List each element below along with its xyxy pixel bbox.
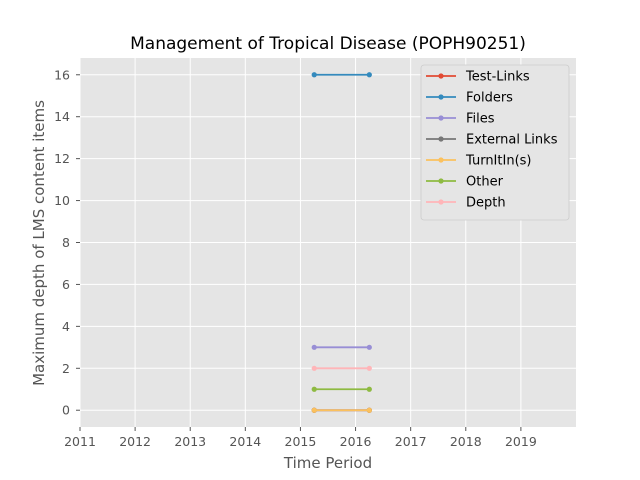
y-tick-label: 16 bbox=[54, 67, 70, 82]
y-tick-label: 10 bbox=[54, 193, 70, 208]
y-tick-label: 4 bbox=[62, 319, 70, 334]
x-tick-label: 2019 bbox=[505, 434, 537, 449]
y-axis-label: Maximum depth of LMS content items bbox=[30, 100, 48, 386]
y-tick-label: 0 bbox=[62, 403, 70, 418]
x-axis-ticks: 2011 2012 2013 2014 2015 2016 2017 2018 2019 bbox=[64, 427, 537, 449]
data-point bbox=[366, 72, 372, 78]
x-tick-label: 2012 bbox=[119, 434, 151, 449]
legend-marker bbox=[438, 136, 444, 142]
data-point bbox=[366, 344, 372, 350]
y-tick-label: 8 bbox=[62, 235, 70, 250]
y-tick-label: 6 bbox=[62, 277, 70, 292]
data-point bbox=[311, 407, 317, 413]
legend-box bbox=[420, 64, 570, 221]
legend-label: External Links bbox=[466, 133, 558, 148]
legend-label: Depth bbox=[466, 196, 506, 211]
x-tick-label: 2011 bbox=[64, 434, 96, 449]
legend-label: Other bbox=[466, 175, 504, 190]
y-tick-label: 14 bbox=[54, 109, 70, 124]
x-tick-label: 2014 bbox=[229, 434, 261, 449]
legend-label: Folders bbox=[466, 91, 513, 106]
x-tick-label: 2016 bbox=[340, 434, 372, 449]
legend: Test-Links Folders Files External Links Turn… bbox=[420, 64, 570, 221]
x-tick-label: 2015 bbox=[285, 434, 317, 449]
legend-marker bbox=[438, 178, 444, 184]
chart-title: Management of Tropical Disease (POPH9025… bbox=[130, 34, 526, 54]
legend-marker bbox=[438, 94, 444, 100]
legend-marker bbox=[438, 157, 444, 163]
x-tick-label: 2018 bbox=[450, 434, 482, 449]
data-point bbox=[311, 365, 317, 371]
x-tick-label: 2017 bbox=[395, 434, 427, 449]
legend-label: Files bbox=[466, 112, 495, 127]
x-axis-label: Time Period bbox=[283, 454, 372, 472]
legend-label: TurnItIn(s) bbox=[465, 154, 531, 169]
series-layer bbox=[311, 72, 372, 413]
legend-label: Test-Links bbox=[465, 70, 530, 85]
legend-marker bbox=[438, 199, 444, 205]
data-point bbox=[311, 344, 317, 350]
y-tick-label: 12 bbox=[54, 151, 70, 166]
data-point bbox=[366, 365, 372, 371]
data-point bbox=[311, 72, 317, 78]
data-point bbox=[366, 386, 372, 392]
legend-marker bbox=[438, 73, 444, 79]
y-axis-ticks: 0 2 4 6 8 10 12 14 16 bbox=[54, 67, 80, 418]
data-point bbox=[366, 407, 372, 413]
data-point bbox=[311, 386, 317, 392]
legend-marker bbox=[438, 115, 444, 121]
y-tick-label: 2 bbox=[62, 361, 70, 376]
x-tick-label: 2013 bbox=[174, 434, 206, 449]
